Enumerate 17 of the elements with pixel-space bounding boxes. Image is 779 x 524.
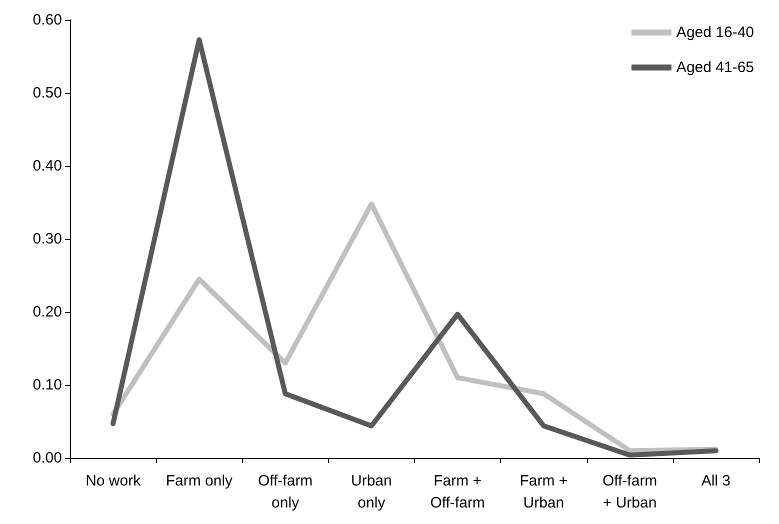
y-tick-label: 0.00 [32, 450, 62, 466]
y-tick-label: 0.40 [32, 158, 62, 174]
y-tick-label: 0.20 [32, 304, 62, 320]
legend-label: Aged 16-40 [676, 24, 754, 41]
x-tick-label: Farm + Off-farm [430, 472, 485, 512]
x-tick-label: No work [86, 472, 142, 490]
x-tick-label: Off-farm + Urban [602, 472, 658, 512]
y-tick-label: 0.60 [32, 12, 62, 28]
y-tick-label: 0.50 [32, 84, 62, 102]
legend-label: Aged 41-65 [676, 59, 754, 76]
x-tick-label: Farm only [166, 472, 234, 490]
y-tick-label: 0.10 [32, 376, 62, 394]
x-tick-label: All 3 [701, 472, 731, 490]
x-tick-label: Off-farm only [258, 472, 313, 512]
x-tick-label: Urban only [351, 472, 392, 512]
y-tick-label: 0.30 [32, 230, 62, 248]
x-tick-label: Farm + Urban [520, 472, 568, 512]
